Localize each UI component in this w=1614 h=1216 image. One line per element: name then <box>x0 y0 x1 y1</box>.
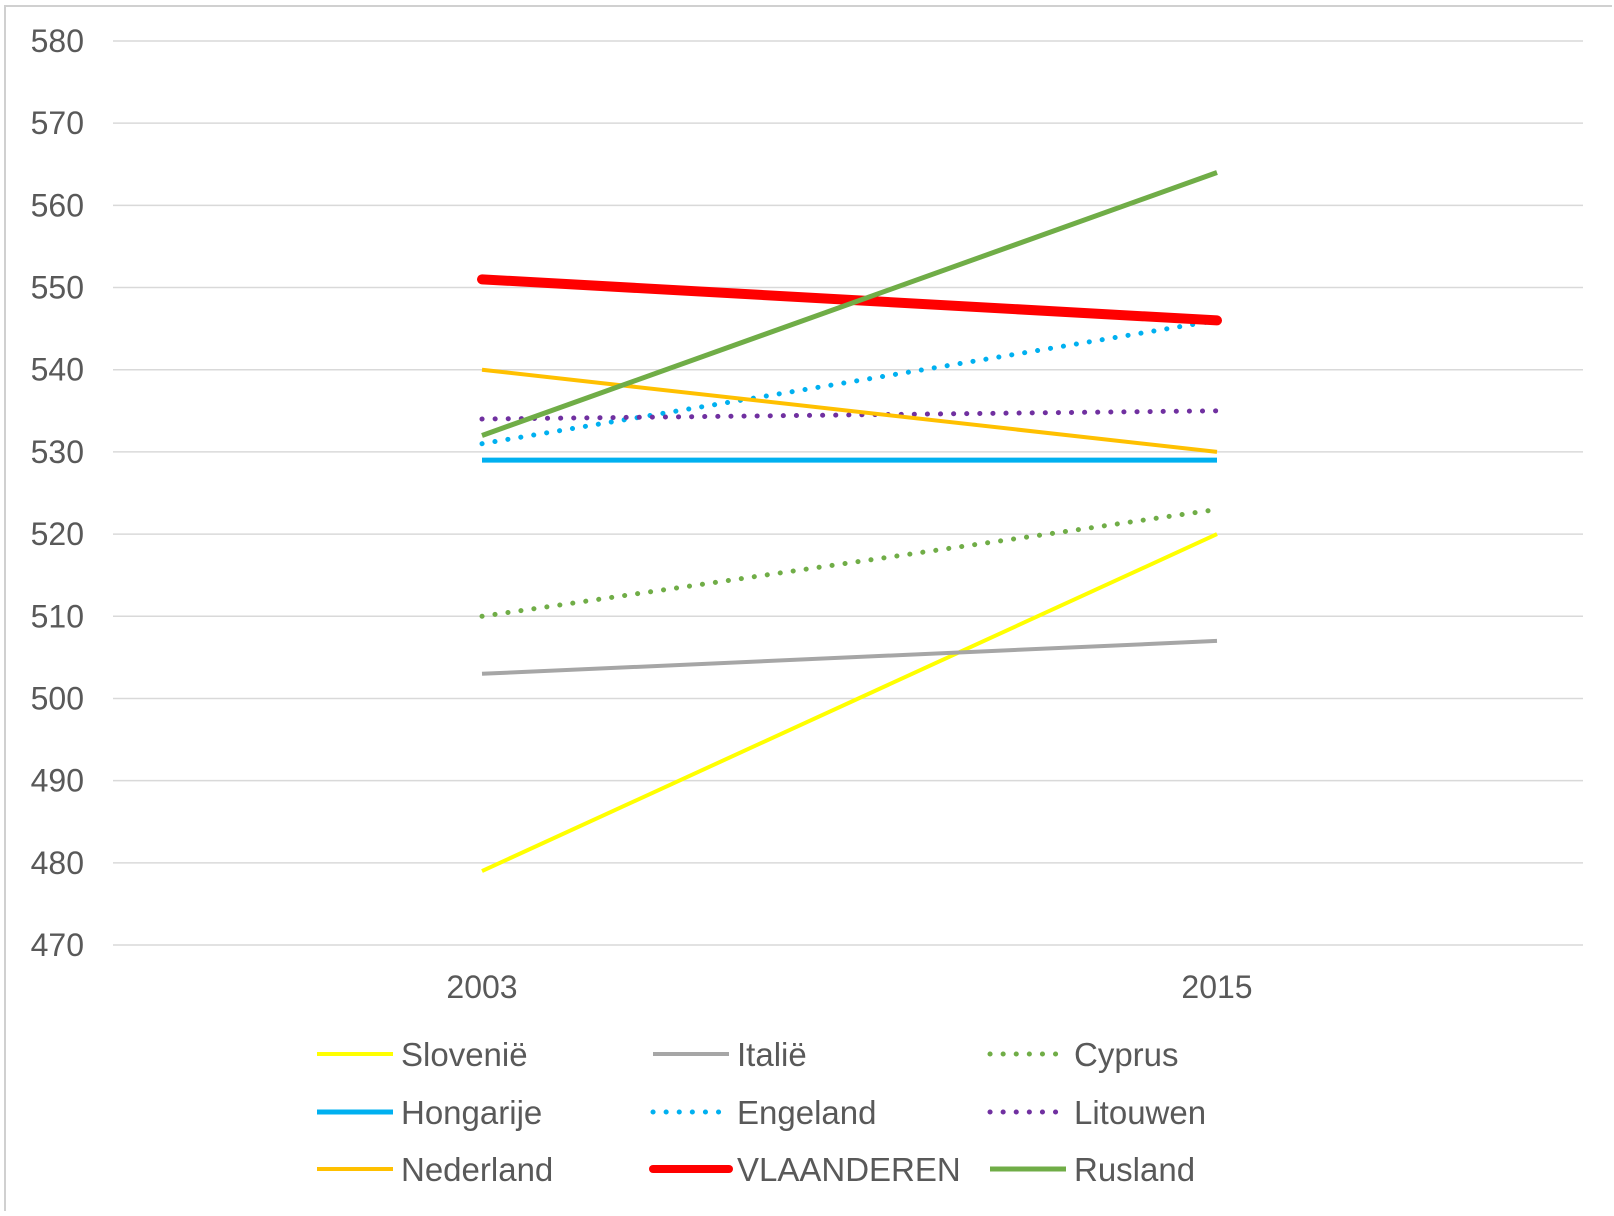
series-line-1 <box>481 638 1218 676</box>
y-axis-ticks: 470 480 490 500 510 520 530 540 550 560 570 580 <box>31 23 84 963</box>
y-tick-label: 570 <box>31 105 84 141</box>
legend-label: Nederland <box>401 1151 553 1188</box>
y-tick-label: 490 <box>31 763 84 799</box>
series-line-6 <box>481 367 1218 454</box>
series-line-5 <box>479 408 1220 422</box>
series-lines <box>477 170 1222 873</box>
legend-label: Italië <box>737 1036 807 1073</box>
legend-label: Hongarije <box>401 1094 542 1131</box>
y-tick-label: 520 <box>31 516 84 552</box>
legend-label: Cyprus <box>1074 1036 1179 1073</box>
legend-label: Litouwen <box>1074 1094 1206 1131</box>
gridlines <box>113 40 1583 946</box>
x-tick-label: 2015 <box>1181 969 1252 1005</box>
x-tick-label: 2003 <box>446 969 517 1005</box>
legend-label: VLAANDEREN <box>737 1151 961 1188</box>
legend-label: Slovenië <box>401 1036 528 1073</box>
series-line-2 <box>479 506 1220 619</box>
x-axis-ticks: 2003 2015 <box>446 969 1252 1005</box>
y-tick-label: 580 <box>31 23 84 59</box>
y-tick-label: 500 <box>31 680 84 716</box>
legend: Slovenië Italië Cyprus Hongarije Engeland Lit… <box>317 1036 1206 1188</box>
series-line-7 <box>477 274 1222 326</box>
y-tick-label: 480 <box>31 845 84 881</box>
y-tick-label: 530 <box>31 434 84 470</box>
y-tick-label: 510 <box>31 598 84 634</box>
y-tick-label: 550 <box>31 270 84 306</box>
y-tick-label: 540 <box>31 352 84 388</box>
series-line-0 <box>481 532 1218 873</box>
y-tick-label: 470 <box>31 927 84 963</box>
legend-label: Engeland <box>737 1094 876 1131</box>
series-line-4 <box>479 317 1220 447</box>
y-tick-label: 560 <box>31 187 84 223</box>
series-line-8 <box>481 170 1218 438</box>
legend-label: Rusland <box>1074 1151 1195 1188</box>
